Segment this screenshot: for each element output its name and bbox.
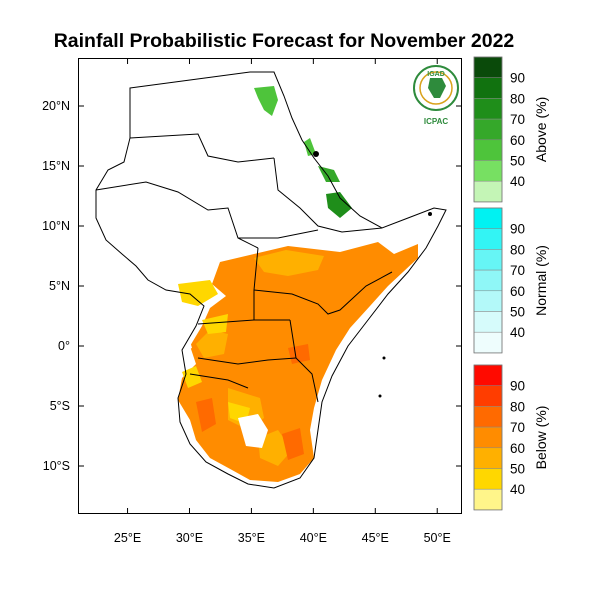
y-tick-label: 10°S <box>43 459 70 473</box>
igad-icpac-logo: IGAD ICPAC <box>413 65 459 126</box>
colorbar-swatch <box>473 98 503 120</box>
x-tick-label: 40°E <box>300 531 327 545</box>
colorbar-panel: 90 80 70 60 50 40 Above (%) 90 80 70 60 50 40 Normal … <box>473 56 549 511</box>
colorbar-level-label: 90 <box>510 71 525 86</box>
colorbar-title: Above (%) <box>533 97 549 162</box>
colorbar-above: 90 80 70 60 50 40 Above (%) <box>473 56 549 203</box>
below-normal-region <box>178 242 418 482</box>
colorbar-swatch <box>473 468 503 490</box>
colorbar-level-label: 60 <box>510 133 525 148</box>
colorbar-swatch <box>473 77 503 99</box>
y-tick-label: 10°N <box>42 219 70 233</box>
colorbar-level-label: 40 <box>510 325 525 340</box>
country-boundaries <box>95 71 447 489</box>
y-tick-label: 20°N <box>42 99 70 113</box>
above-normal-region <box>254 86 352 218</box>
colorbar-level-label: 90 <box>510 222 525 237</box>
colorbar-swatch <box>473 269 503 292</box>
colorbar-swatch <box>473 488 503 511</box>
forecast-map: IGAD ICPAC <box>78 58 462 514</box>
colorbar-swatch <box>473 385 503 407</box>
colorbar-swatch <box>473 311 503 333</box>
x-tick-label: 50°E <box>424 531 451 545</box>
colorbar-below: 90 80 70 60 50 40 Below (%) <box>473 364 549 511</box>
colorbar-title: Below (%) <box>533 406 549 470</box>
colorbar-swatch <box>473 139 503 161</box>
x-tick-label: 45°E <box>362 531 389 545</box>
colorbar-level-label: 40 <box>510 482 525 497</box>
colorbar-level-label: 50 <box>510 462 525 477</box>
colorbar-swatch <box>473 249 503 271</box>
colorbar-swatch <box>473 160 503 182</box>
logo-centre-text: ICPAC <box>424 117 449 126</box>
colorbar-swatch <box>473 331 503 354</box>
y-tick-label: 5°S <box>50 399 70 413</box>
colorbar-level-label: 90 <box>510 379 525 394</box>
colorbar-level-label: 60 <box>510 284 525 299</box>
map-title: Rainfall Probabilistic Forecast for Nove… <box>53 30 515 52</box>
colorbar-level-label: 50 <box>510 305 525 320</box>
logo-org-text: IGAD <box>427 71 445 78</box>
colorbar-level-label: 80 <box>510 399 525 414</box>
colorbar-level-label: 70 <box>510 112 525 127</box>
colorbar-level-label: 50 <box>510 154 525 169</box>
y-tick-label: 15°N <box>42 159 70 173</box>
colorbar-swatch <box>473 56 503 78</box>
islands <box>313 151 432 398</box>
colorbar-level-label: 70 <box>510 263 525 278</box>
colorbar-level-label: 70 <box>510 420 525 435</box>
colorbar-normal: 90 80 70 60 50 40 Normal (%) <box>473 207 549 354</box>
colorbar-swatch <box>473 426 503 449</box>
colorbar-swatch <box>473 364 503 386</box>
colorbar-level-label: 40 <box>510 174 525 189</box>
colorbar-swatch <box>473 290 503 312</box>
colorbar-swatch <box>473 447 503 469</box>
colorbar-swatch <box>473 228 503 250</box>
colorbar-title: Normal (%) <box>533 245 549 316</box>
colorbar-swatch <box>473 180 503 203</box>
x-tick-label: 25°E <box>114 531 141 545</box>
colorbar-swatch <box>473 118 503 141</box>
colorbar-swatch <box>473 406 503 428</box>
colorbar-swatch <box>473 207 503 229</box>
x-tick-label: 30°E <box>176 531 203 545</box>
y-tick-label: 0° <box>58 339 70 353</box>
x-tick-label: 35°E <box>238 531 265 545</box>
y-tick-label: 5°N <box>49 279 70 293</box>
colorbar-level-label: 80 <box>510 91 525 106</box>
colorbar-level-label: 80 <box>510 242 525 257</box>
colorbar-level-label: 60 <box>510 441 525 456</box>
